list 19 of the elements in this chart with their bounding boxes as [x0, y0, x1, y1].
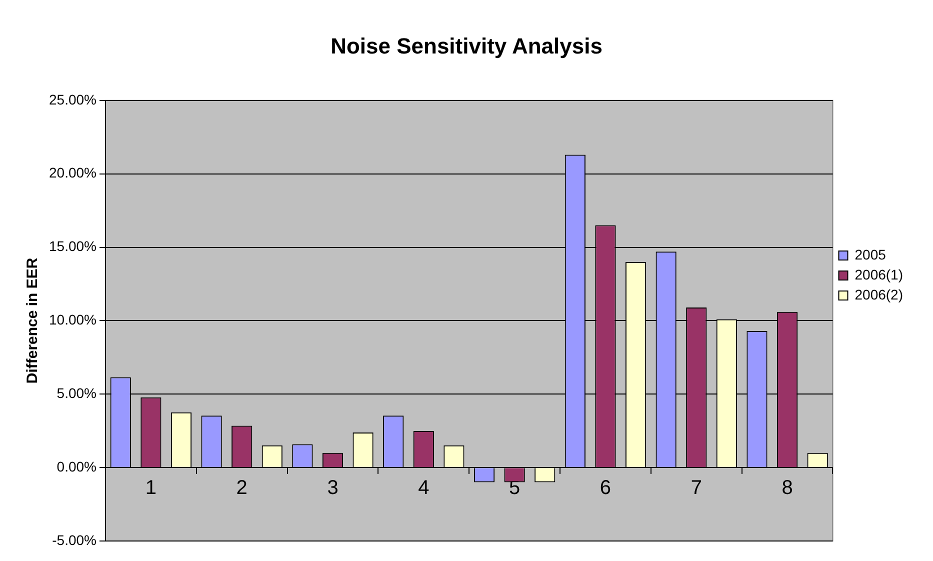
legend-label: 2006(2) — [854, 286, 904, 302]
y-tick-label: 25.00% — [49, 91, 96, 108]
legend-label: 2006(1) — [854, 266, 904, 282]
y-tick-label: 0.00% — [56, 458, 96, 474]
x-tick-label: 1 — [145, 477, 156, 500]
y-tick-label: -5.00% — [52, 532, 96, 548]
y-axis-title: Difference in EER — [24, 258, 42, 384]
x-tick-label: 4 — [418, 477, 430, 500]
x-tick-label: 2 — [236, 477, 248, 500]
chart-title: Noise Sensitivity Analysis — [330, 33, 602, 58]
y-tick-label: 20.00% — [49, 164, 96, 181]
x-tick-label: 7 — [690, 477, 702, 500]
y-tick-label: 5.00% — [56, 384, 96, 401]
x-tick-label: 3 — [327, 477, 338, 500]
y-tick-label: 10.00% — [49, 312, 96, 328]
x-tick-label: 6 — [600, 477, 612, 500]
legend-label: 2005 — [854, 246, 886, 262]
x-tick-label: 8 — [782, 477, 793, 500]
y-tick-label: 15.00% — [49, 238, 96, 254]
